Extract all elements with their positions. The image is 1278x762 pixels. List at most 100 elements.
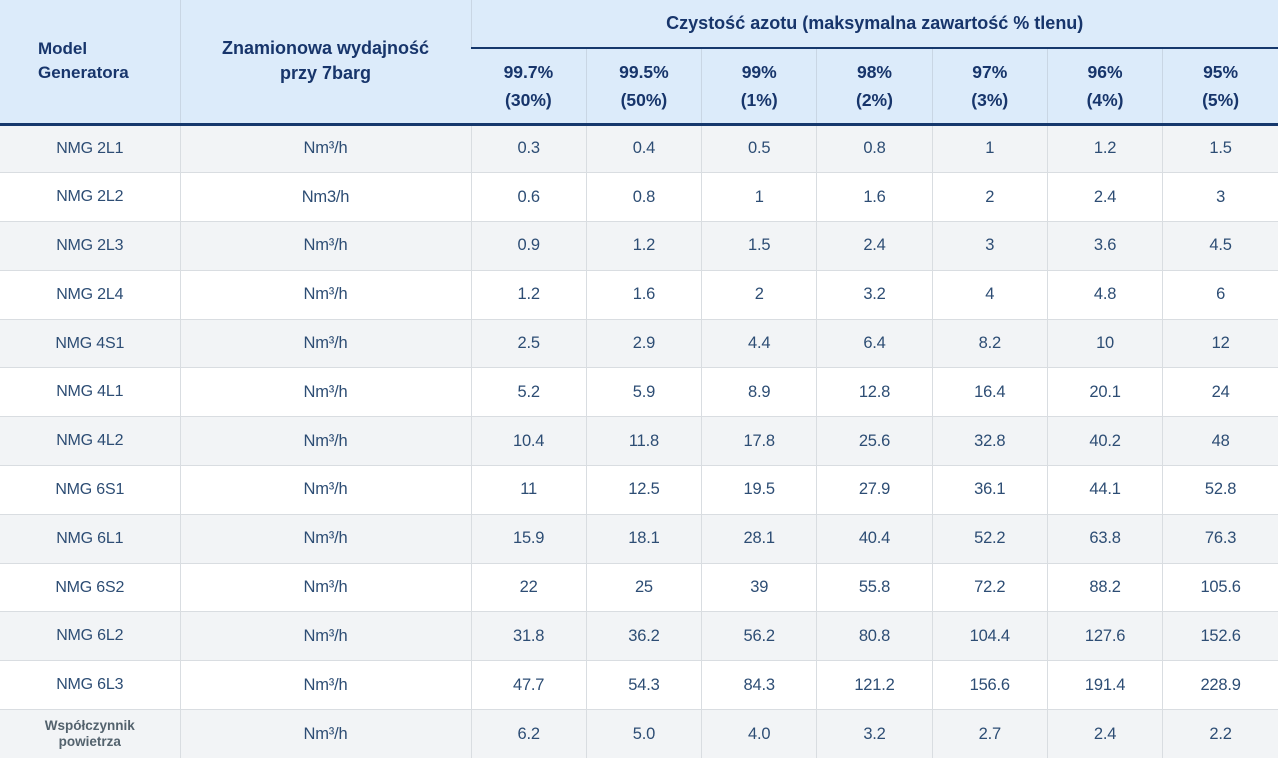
value-cell: 11 bbox=[470, 465, 587, 515]
value-cell: 4 bbox=[931, 270, 1048, 320]
value-cell: 1.5 bbox=[701, 221, 817, 271]
unit-cell: Nm³/h bbox=[179, 367, 471, 418]
value-cell: 4.4 bbox=[701, 319, 817, 369]
unit-cell: Nm³/h bbox=[179, 660, 471, 711]
unit-cell: Nm3/h bbox=[179, 172, 471, 223]
value-cell: 11.8 bbox=[585, 416, 702, 467]
value-cell: 17.8 bbox=[701, 416, 817, 467]
table-row: NMG 2L1 Nm³/h 0.3 0.4 0.5 0.8 1 1.2 1.5 bbox=[0, 124, 1278, 174]
table-row: NMG 6L3 Nm³/h 47.7 54.3 84.3 121.2 156.6 191.4 2… bbox=[0, 660, 1278, 711]
value-cell: 4.0 bbox=[701, 709, 817, 759]
value-cell: 44.1 bbox=[1046, 465, 1163, 515]
value-cell: 1.2 bbox=[470, 270, 587, 320]
value-cell: 36.1 bbox=[931, 465, 1048, 515]
value-cell: 10 bbox=[1046, 319, 1163, 369]
value-cell: 1 bbox=[701, 172, 817, 223]
value-cell: 104.4 bbox=[931, 611, 1048, 662]
value-cell: 56.2 bbox=[701, 611, 817, 662]
value-cell: 24 bbox=[1162, 367, 1278, 418]
value-cell: 39 bbox=[701, 563, 817, 613]
col-header-purity: 99.5% (50%) bbox=[585, 48, 702, 126]
value-cell: 76.3 bbox=[1162, 514, 1278, 564]
value-cell: 3.2 bbox=[816, 270, 933, 320]
value-cell: 2.9 bbox=[585, 319, 702, 369]
table-row: NMG 2L4 Nm³/h 1.2 1.6 2 3.2 4 4.8 6 bbox=[0, 270, 1278, 320]
value-cell: 6 bbox=[1162, 270, 1278, 320]
value-cell: 40.2 bbox=[1046, 416, 1163, 467]
value-cell: 3.6 bbox=[1046, 221, 1163, 271]
value-cell: 72.2 bbox=[931, 563, 1048, 613]
model-cell: NMG 6L1 bbox=[0, 514, 180, 564]
col-header-purity: 95% (5%) bbox=[1162, 48, 1278, 126]
purity-percent: 99% bbox=[741, 61, 777, 82]
col-header-capacity-line1: Znamionowa wydajność bbox=[221, 38, 430, 59]
oxygen-percent: (50%) bbox=[620, 89, 668, 110]
value-cell: 2 bbox=[931, 172, 1048, 223]
col-header-purity: 99.7% (30%) bbox=[471, 48, 587, 126]
col-header-model: Model Generatora bbox=[0, 0, 180, 126]
table-row: NMG 6S2 Nm³/h 22 25 39 55.8 72.2 88.2 105.6 bbox=[0, 563, 1278, 613]
value-cell: 1.2 bbox=[585, 221, 702, 271]
value-cell: 0.3 bbox=[470, 124, 587, 174]
value-cell: 80.8 bbox=[816, 611, 933, 662]
value-cell: 2.7 bbox=[931, 709, 1048, 759]
model-cell: NMG 2L2 bbox=[0, 172, 180, 223]
value-cell: 54.3 bbox=[585, 660, 702, 711]
value-cell: 52.8 bbox=[1162, 465, 1278, 515]
table-row: NMG 2L3 Nm³/h 0.9 1.2 1.5 2.4 3 3.6 4.5 bbox=[0, 221, 1278, 271]
value-cell: 1.6 bbox=[816, 172, 933, 223]
unit-cell: Nm³/h bbox=[179, 270, 471, 320]
value-cell: 5.2 bbox=[470, 367, 587, 418]
oxygen-percent: (3%) bbox=[971, 89, 1009, 110]
unit-cell: Nm³/h bbox=[179, 611, 471, 662]
value-cell: 2.4 bbox=[1046, 172, 1163, 223]
value-cell: 40.4 bbox=[816, 514, 933, 564]
value-cell: 22 bbox=[470, 563, 587, 613]
col-header-model-line2: Generatora bbox=[38, 63, 129, 83]
value-cell: 127.6 bbox=[1046, 611, 1163, 662]
col-header-capacity: Znamionowa wydajność przy 7barg bbox=[179, 0, 471, 126]
value-cell: 4.5 bbox=[1162, 221, 1278, 271]
value-cell: 16.4 bbox=[931, 367, 1048, 418]
model-cell: Współczynnik powietrza bbox=[0, 709, 180, 759]
value-cell: 5.9 bbox=[585, 367, 702, 418]
table-row: NMG 2L2 Nm3/h 0.6 0.8 1 1.6 2 2.4 3 bbox=[0, 172, 1278, 223]
value-cell: 8.9 bbox=[701, 367, 817, 418]
unit-cell: Nm³/h bbox=[179, 465, 471, 515]
value-cell: 52.2 bbox=[931, 514, 1048, 564]
value-cell: 0.8 bbox=[585, 172, 702, 223]
value-cell: 63.8 bbox=[1046, 514, 1163, 564]
value-cell: 3.2 bbox=[816, 709, 933, 759]
unit-cell: Nm³/h bbox=[179, 563, 471, 613]
value-cell: 1.2 bbox=[1046, 124, 1163, 174]
value-cell: 0.6 bbox=[470, 172, 587, 223]
oxygen-percent: (5%) bbox=[1202, 89, 1240, 110]
value-cell: 31.8 bbox=[470, 611, 587, 662]
col-header-purity: 99% (1%) bbox=[701, 48, 817, 126]
value-cell: 27.9 bbox=[816, 465, 933, 515]
value-cell: 1 bbox=[931, 124, 1048, 174]
purity-percent: 98% bbox=[856, 61, 892, 82]
value-cell: 12.5 bbox=[585, 465, 702, 515]
unit-cell: Nm³/h bbox=[179, 514, 471, 564]
col-header-purity: 97% (3%) bbox=[931, 48, 1048, 126]
col-header-model-line1: Model bbox=[38, 39, 88, 59]
value-cell: 152.6 bbox=[1162, 611, 1278, 662]
value-cell: 47.7 bbox=[470, 660, 587, 711]
unit-cell: Nm³/h bbox=[179, 124, 471, 174]
table-row: NMG 6L1 Nm³/h 15.9 18.1 28.1 40.4 52.2 63.8 76.3 bbox=[0, 514, 1278, 564]
unit-cell: Nm³/h bbox=[179, 319, 471, 369]
oxygen-percent: (2%) bbox=[856, 89, 893, 110]
value-cell: 12 bbox=[1162, 319, 1278, 369]
value-cell: 4.8 bbox=[1046, 270, 1163, 320]
model-cell: NMG 6L2 bbox=[0, 611, 180, 662]
value-cell: 1.6 bbox=[585, 270, 702, 320]
value-cell: 2.5 bbox=[470, 319, 587, 369]
unit-cell: Nm³/h bbox=[179, 221, 471, 271]
value-cell: 2.2 bbox=[1162, 709, 1278, 759]
table-row: NMG 6S1 Nm³/h 11 12.5 19.5 27.9 36.1 44.1 52.8 bbox=[0, 465, 1278, 515]
table-row: NMG 4L1 Nm³/h 5.2 5.9 8.9 12.8 16.4 20.1 24 bbox=[0, 367, 1278, 418]
value-cell: 8.2 bbox=[931, 319, 1048, 369]
